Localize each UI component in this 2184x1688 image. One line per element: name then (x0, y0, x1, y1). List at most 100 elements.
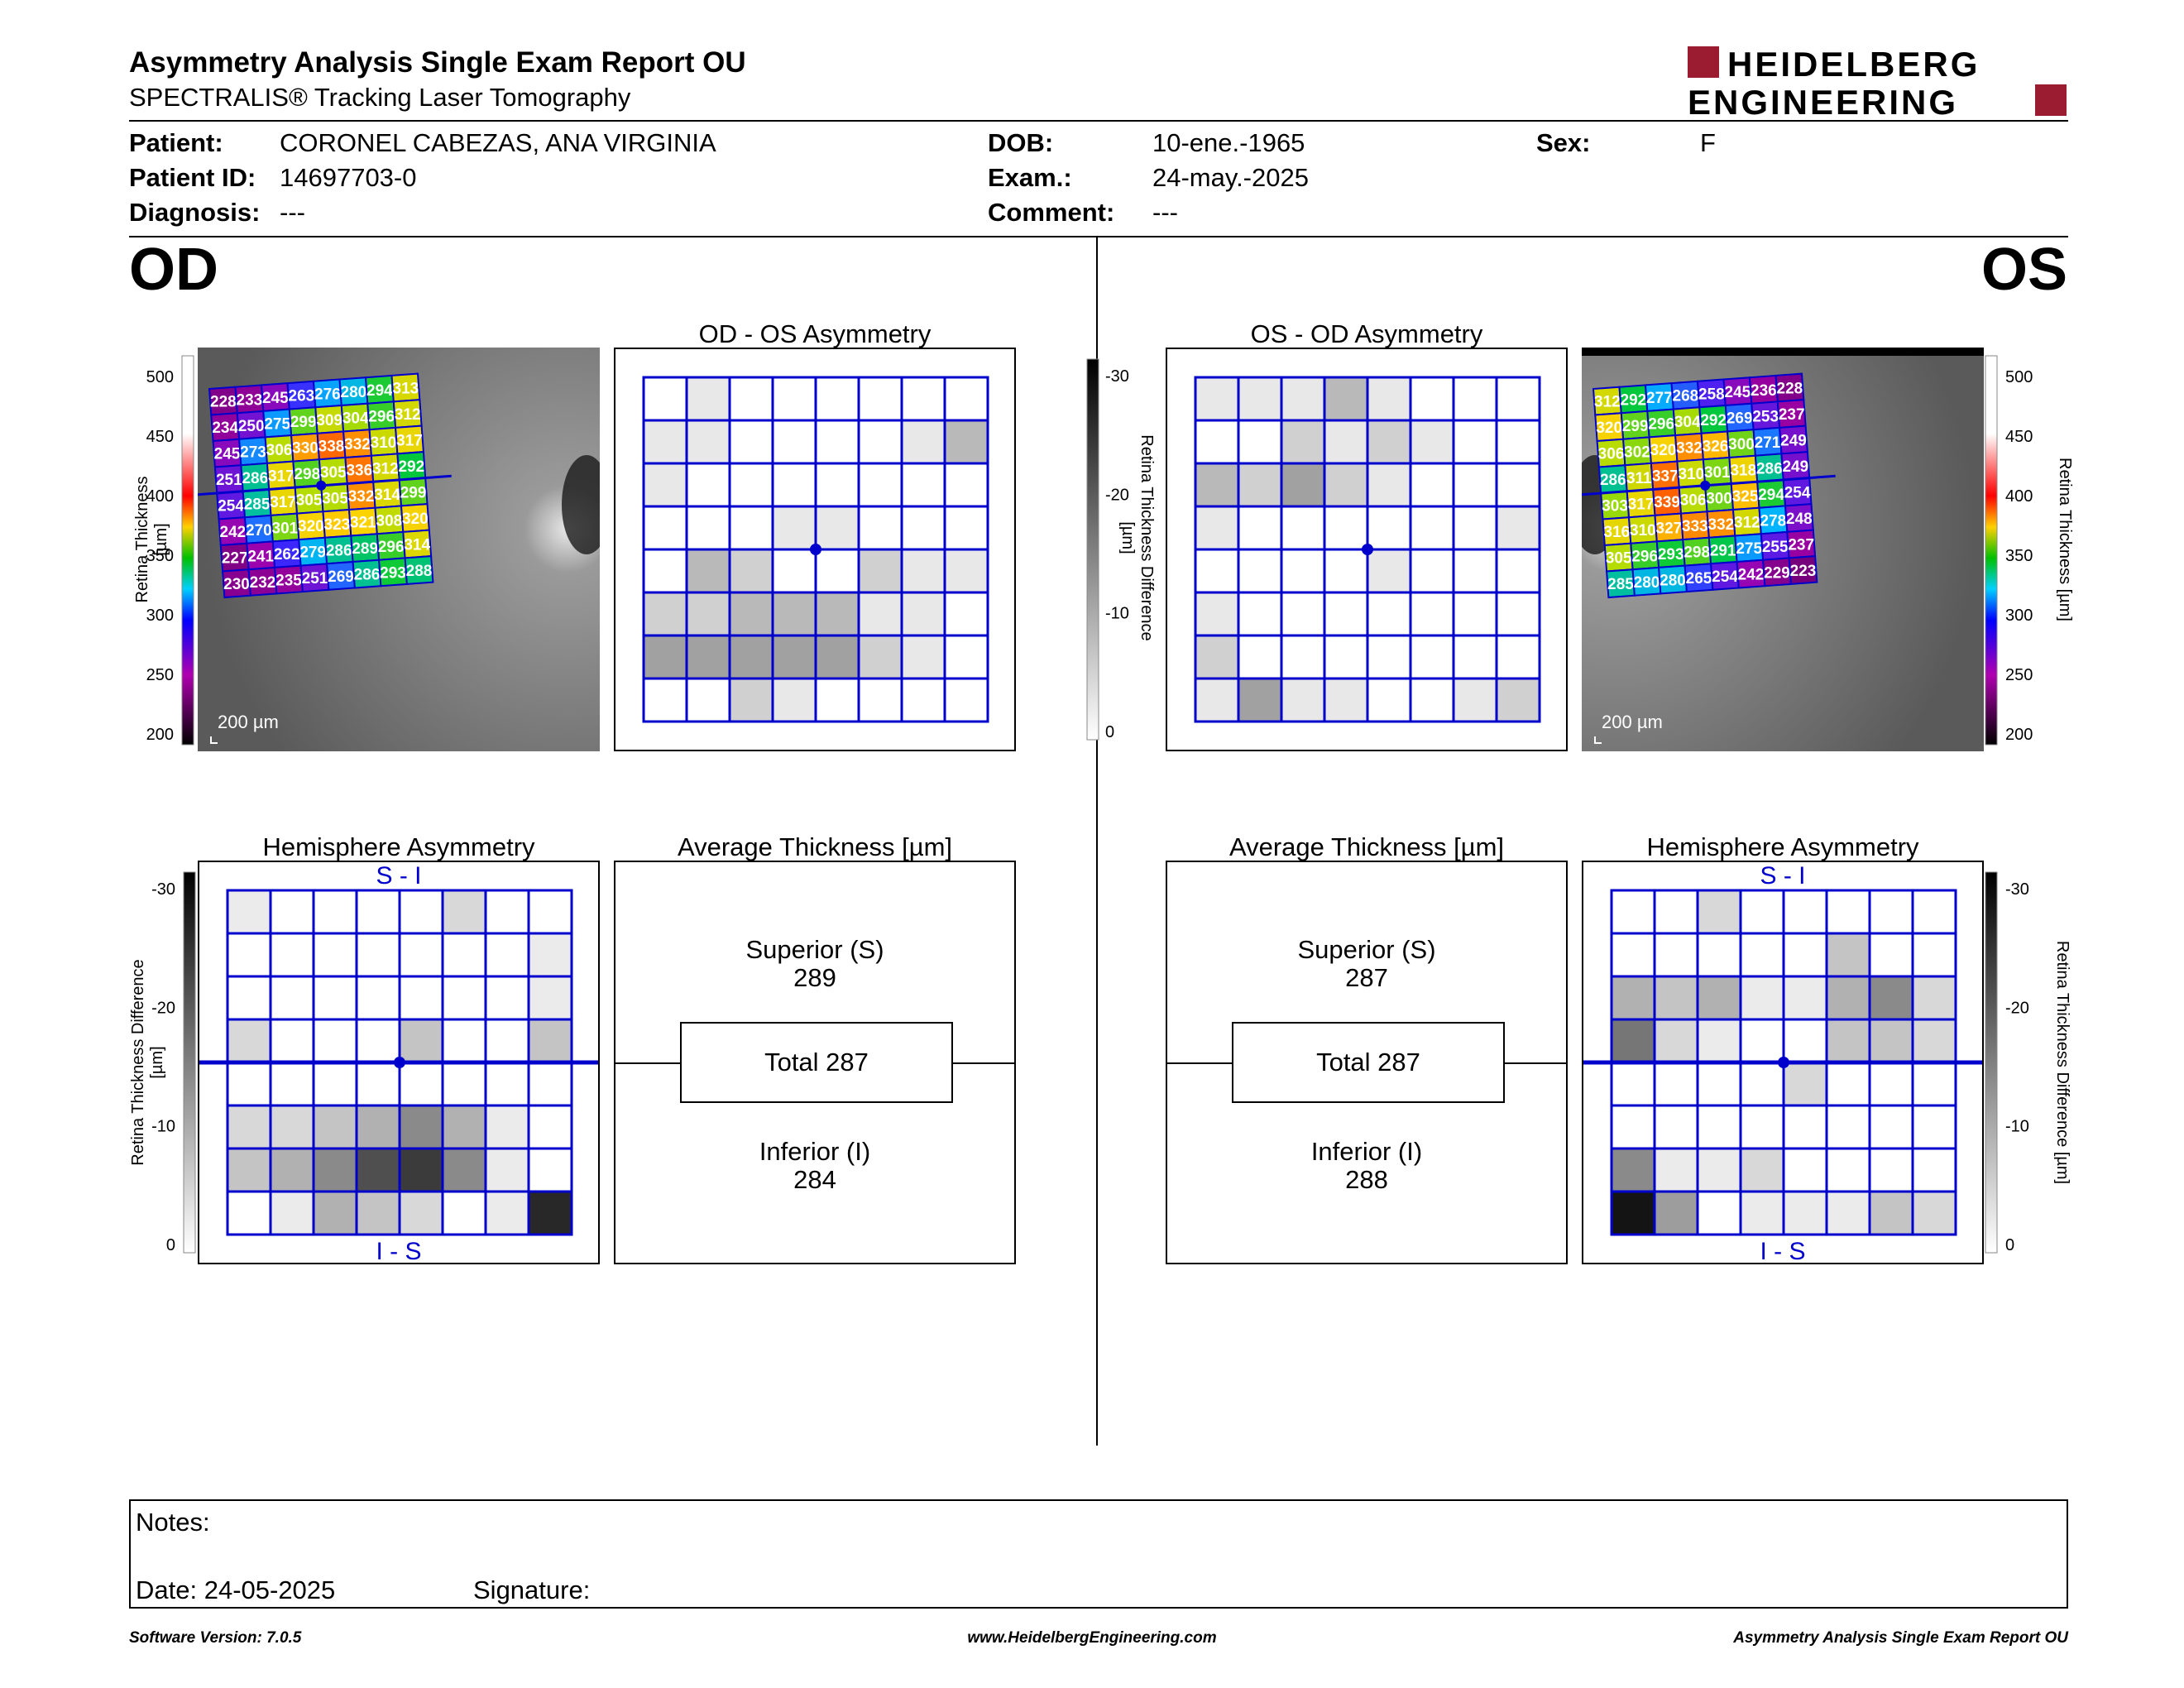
os-asym-grid-cell (1409, 376, 1455, 422)
od-asym-grid-cell (900, 548, 946, 594)
colorbar-tick-label: 0 (166, 1236, 175, 1254)
os-hemi-grid-cell (1868, 1061, 1914, 1107)
report-subtitle: SPECTRALIS® Tracking Laser Tomography (129, 83, 631, 112)
os-hemi-grid-cell (1696, 1104, 1742, 1150)
os-hemi-grid-cell (1610, 1190, 1656, 1236)
os-map-value: 299 (1622, 418, 1649, 435)
od-asym-grid-cell (943, 548, 989, 594)
patient-value: CORONEL CABEZAS, ANA VIRGINIA (280, 128, 716, 157)
od-asym-center-dot (810, 544, 821, 555)
od-scale-label: 200 µm (218, 712, 279, 732)
od-hemi-grid-cell (355, 1147, 401, 1193)
os-hemi-grid-cell (1825, 1018, 1871, 1064)
od-map-cell (404, 555, 434, 585)
colorbar-tick-label: 500 (2005, 368, 2033, 386)
os-asym-grid-cell (1366, 419, 1412, 465)
os-map-value: 294 (1758, 487, 1784, 504)
os-asym-grid-cell (1495, 634, 1541, 680)
od-map-value: 323 (324, 516, 351, 534)
od-map-value: 228 (210, 394, 237, 411)
od-map-value: 269 (328, 568, 354, 586)
od-asym-grid-cell (642, 419, 688, 465)
od-hemi-grid-cell (226, 1104, 272, 1150)
os-hemi-grid-cell (1653, 1147, 1699, 1193)
od-asym-grid-cell (943, 419, 989, 465)
patient-label: Patient: (129, 128, 223, 157)
os-asym-grid-cell (1323, 376, 1369, 422)
od-asym-grid-cell (857, 591, 903, 637)
os-asym-grid-cell (1452, 376, 1498, 422)
od-thickness-axis-label: Retina Thickness [µm] (133, 476, 170, 603)
od-asym-grid-cell (685, 505, 731, 551)
od-hemi-grid-cell (441, 975, 487, 1021)
od-eye-label: OD (129, 237, 218, 303)
od-inferior-label: Inferior (I) (759, 1137, 871, 1166)
os-map-value: 271 (1755, 434, 1781, 452)
os-map-value: 236 (1751, 382, 1777, 400)
od-hemi-grid-cell (398, 1190, 444, 1236)
od-hemi-grid-cell (527, 889, 573, 935)
os-asym-grid-cell (1409, 505, 1455, 551)
os-asym-grid-cell (1323, 548, 1369, 594)
os-hemi-grid-cell (1610, 1061, 1656, 1107)
colorbar-tick-label: -20 (151, 999, 175, 1017)
os-map-value: 268 (1673, 388, 1699, 405)
os-asym-grid-cell (1366, 677, 1412, 723)
os-hemi-grid-cell (1911, 932, 1957, 978)
od-asym-grid-cell (943, 376, 989, 422)
os-hemi-grid-cell (1696, 1190, 1742, 1236)
notes-box[interactable]: Notes: Date: 24-05-2025 Signature: (129, 1499, 2068, 1609)
os-asym-grid-cell (1323, 634, 1369, 680)
os-map-value: 292 (1621, 391, 1647, 409)
os-asym-grid-cell (1366, 548, 1412, 594)
os-map-value: 245 (1725, 384, 1751, 401)
od-asym-grid-cell (642, 505, 688, 551)
od-map-value: 314 (404, 537, 430, 554)
od-map-value: 330 (292, 440, 318, 458)
os-hemi-grid-cell (1868, 889, 1914, 935)
colorbar-tick-label: 350 (146, 547, 174, 565)
os-asym-grid-cell (1280, 419, 1326, 465)
os-map-value: 265 (1686, 570, 1712, 587)
od-hemi-grid-cell (269, 932, 315, 978)
patient-divider (129, 236, 2068, 237)
od-asym-grid-cell (857, 677, 903, 723)
colorbar-tick-label: -20 (2005, 999, 2029, 1017)
os-hemi-grid-cell (1911, 1190, 1957, 1236)
od-map-value: 251 (216, 472, 242, 489)
os-hemi-grid-cell (1653, 1061, 1699, 1107)
colorbar-tick-label: 200 (2005, 726, 2033, 744)
od-map-value: 241 (247, 548, 274, 565)
os-hemi-grid-cell (1911, 1104, 1957, 1150)
od-map-value: 321 (350, 515, 376, 532)
od-map-value: 308 (376, 512, 403, 530)
od-hemi-grid-cell (355, 932, 401, 978)
os-map-value: 333 (1682, 518, 1708, 535)
os-asym-grid-cell (1194, 634, 1240, 680)
os-hemi-grid-cell (1739, 1104, 1785, 1150)
od-hemi-grid-cell (269, 1190, 315, 1236)
od-thickness-colorbar: 500 450 400 350 300 250 200 (146, 355, 194, 746)
os-hemi-grid-cell (1782, 932, 1828, 978)
od-map-value: 230 (223, 576, 250, 593)
os-asym-grid-cell (1495, 548, 1541, 594)
os-map-value: 285 (1607, 576, 1634, 593)
od-hemi-grid-cell (484, 889, 530, 935)
os-hemi-center-dot (1778, 1057, 1789, 1068)
os-hemi-grid-cell (1653, 975, 1699, 1021)
os-asym-title: OS - OD Asymmetry (1250, 319, 1483, 348)
od-map-value: 317 (268, 468, 295, 486)
center-divider (1096, 237, 1098, 1446)
os-hemi-grid-cell (1825, 889, 1871, 935)
os-diff-colorbar: -30 -20 -10 0 (1985, 871, 2029, 1254)
os-asym-grid-cell (1495, 419, 1541, 465)
od-hemi-grid-cell (355, 1190, 401, 1236)
od-hemi-grid-cell (226, 1190, 272, 1236)
od-map-value: 294 (366, 382, 393, 400)
colorbar-tick-label: 400 (2005, 487, 2033, 506)
footer-website[interactable]: www.HeidelbergEngineering.com (967, 1629, 1217, 1647)
od-horizontal-axis (198, 474, 452, 496)
od-map-value: 279 (299, 544, 326, 562)
